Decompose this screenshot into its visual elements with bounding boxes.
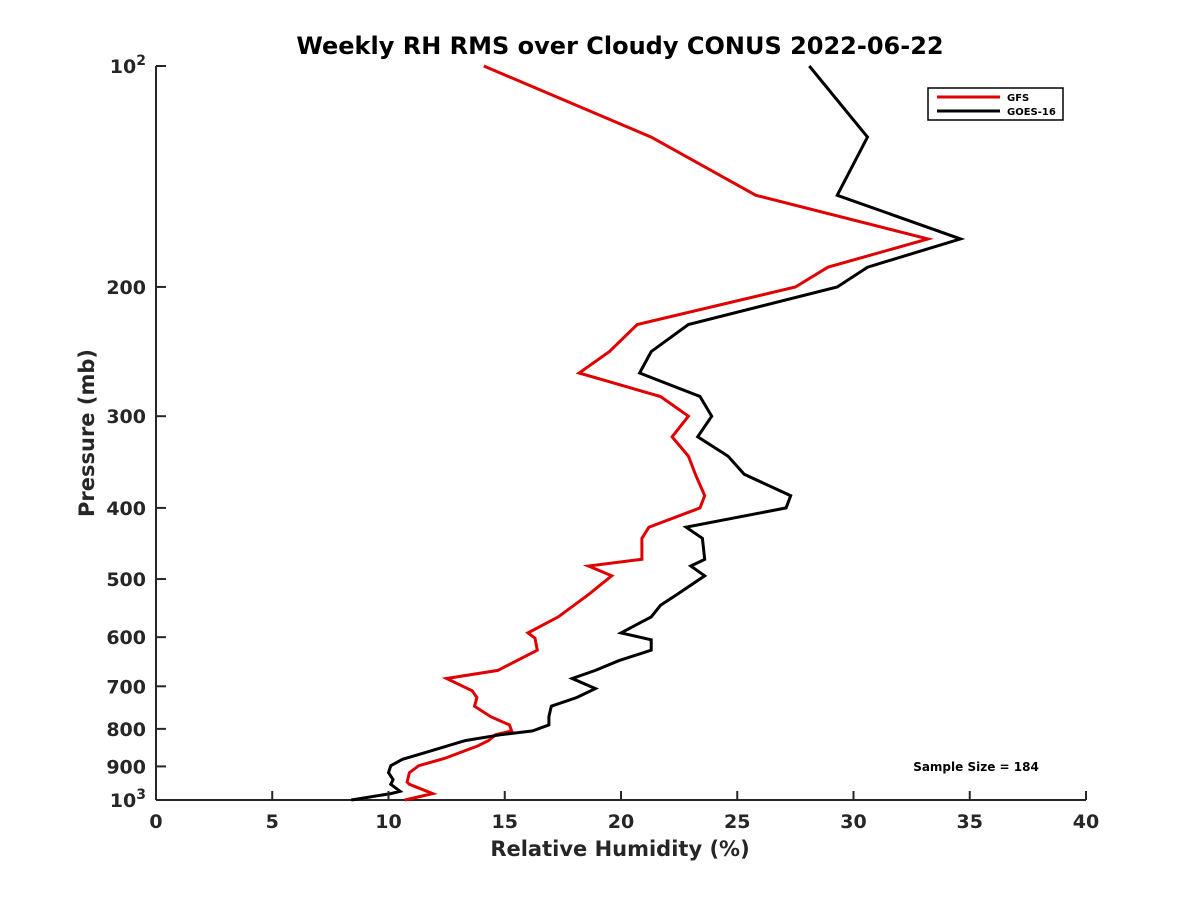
x-tick-label: 30	[840, 811, 866, 833]
y-tick-base: 600	[106, 627, 146, 649]
y-tick-base: 200	[106, 277, 146, 299]
y-tick-base: 10	[110, 790, 136, 812]
x-tick-label: 0	[149, 811, 162, 833]
y-tick-label: 900	[106, 756, 146, 778]
y-tick-label: 700	[106, 676, 146, 698]
x-axis-label: Relative Humidity (%)	[490, 837, 749, 861]
legend-box	[927, 87, 1064, 121]
y-tick-base: 500	[106, 569, 146, 591]
y-tick-base: 700	[106, 676, 146, 698]
y-tick-label: 600	[106, 627, 146, 649]
y-tick-exponent: 3	[136, 787, 146, 803]
x-tick-label: 20	[608, 811, 634, 833]
x-tick-label: 35	[957, 811, 983, 833]
y-tick-label: 400	[106, 498, 146, 520]
series-line-gfs	[404, 64, 934, 802]
x-tick-label: 10	[375, 811, 401, 833]
y-tick-exponent: 2	[136, 53, 146, 69]
y-tick-base: 300	[106, 406, 146, 428]
legend-label: GFS	[1007, 93, 1029, 104]
plot-area	[155, 64, 1086, 802]
x-axis-ticks: 0 5 10 15 20 25 30 35 40	[149, 791, 1099, 833]
series-line-goes-16	[351, 65, 966, 802]
y-tick-label: 200	[106, 277, 146, 299]
y-axis-label: Pressure (mb)	[75, 349, 99, 517]
legend: GFS GOES-16	[927, 87, 1064, 121]
x-tick-label: 40	[1073, 811, 1099, 833]
y-tick-label: 800	[106, 719, 146, 741]
y-tick-label: 500	[106, 569, 146, 591]
chart-title: Weekly RH RMS over Cloudy CONUS 2022-06-…	[296, 32, 943, 60]
y-tick-base: 10	[110, 56, 136, 78]
x-tick-label: 5	[266, 811, 279, 833]
y-tick-base: 800	[106, 719, 146, 741]
y-tick-base: 400	[106, 498, 146, 520]
sample-size-annotation: Sample Size = 184	[913, 760, 1039, 774]
x-tick-label: 15	[492, 811, 518, 833]
y-tick-base: 900	[106, 756, 146, 778]
y-tick-label: 300	[106, 406, 146, 428]
y-tick-label: 103	[110, 787, 146, 812]
y-tick-label: 102	[110, 53, 146, 78]
x-tick-label: 25	[724, 811, 750, 833]
legend-label: GOES-16	[1007, 107, 1056, 118]
